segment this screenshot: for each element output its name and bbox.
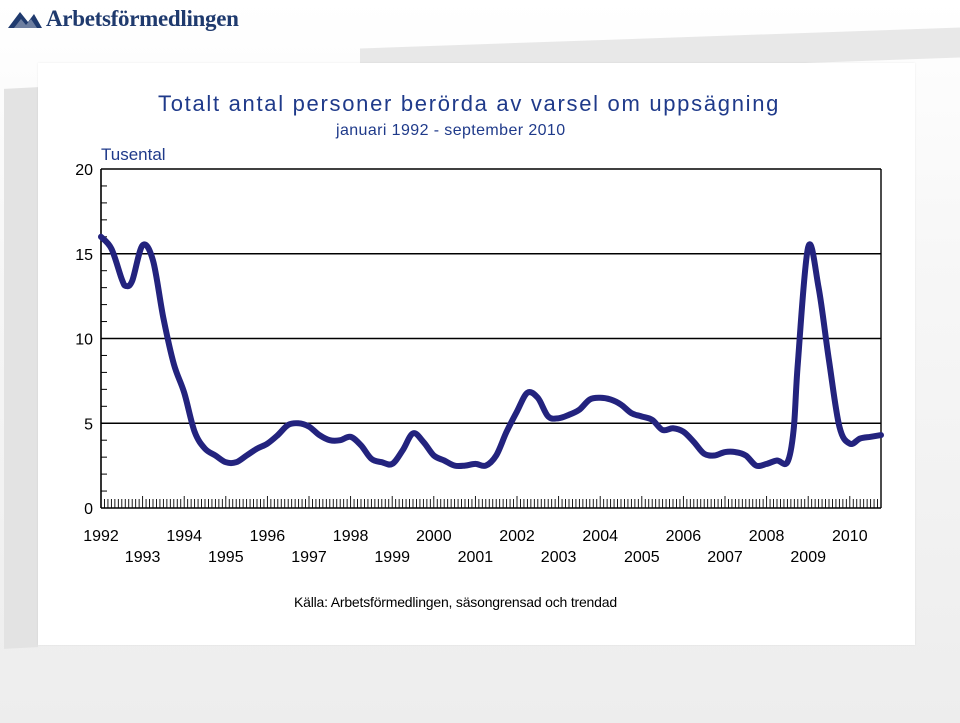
slide-panel <box>38 63 915 645</box>
y-tick-label-15: 15 <box>75 247 93 264</box>
y-tick-label-0: 0 <box>84 501 93 518</box>
x-tick-label-1993: 1993 <box>125 549 161 566</box>
x-tick-label-2004: 2004 <box>582 528 618 545</box>
series-line-0 <box>98 233 884 470</box>
x-tick-label-2010: 2010 <box>832 528 868 545</box>
y-axis-unit-label: Tusental <box>101 145 166 164</box>
x-tick-label-2003: 2003 <box>541 549 577 566</box>
logo: Arbetsförmedlingen <box>8 4 239 34</box>
x-tick-label-1996: 1996 <box>250 528 286 545</box>
chart-title: Totalt antal personer berörda av varsel … <box>158 91 781 116</box>
x-tick-label-2009: 2009 <box>790 549 826 566</box>
chart-subtitle: januari 1992 - september 2010 <box>336 122 566 139</box>
y-tick-label-10: 10 <box>75 332 93 349</box>
arbetsformedlingen-arrow-logo-icon <box>8 12 42 28</box>
x-tick-label-2006: 2006 <box>666 528 702 545</box>
x-tick-label-2008: 2008 <box>749 528 785 545</box>
x-tick-label-1998: 1998 <box>333 528 369 545</box>
y-tick-label-20: 20 <box>75 162 93 179</box>
x-tick-label-1992: 1992 <box>83 528 119 545</box>
x-tick-label-1999: 1999 <box>374 549 410 566</box>
x-tick-label-2000: 2000 <box>416 528 452 545</box>
x-tick-label-2007: 2007 <box>707 549 743 566</box>
source-note: Källa: Arbetsförmedlingen, säsongrensad … <box>294 594 617 610</box>
x-tick-label-1994: 1994 <box>166 528 202 545</box>
x-tick-label-2002: 2002 <box>499 528 535 545</box>
y-tick-label-5: 5 <box>84 416 93 433</box>
x-tick-label-1995: 1995 <box>208 549 244 566</box>
logo-text: Arbetsförmedlingen <box>46 6 239 31</box>
x-tick-label-2001: 2001 <box>458 549 494 566</box>
x-tick-label-2005: 2005 <box>624 549 660 566</box>
x-tick-label-1997: 1997 <box>291 549 327 566</box>
